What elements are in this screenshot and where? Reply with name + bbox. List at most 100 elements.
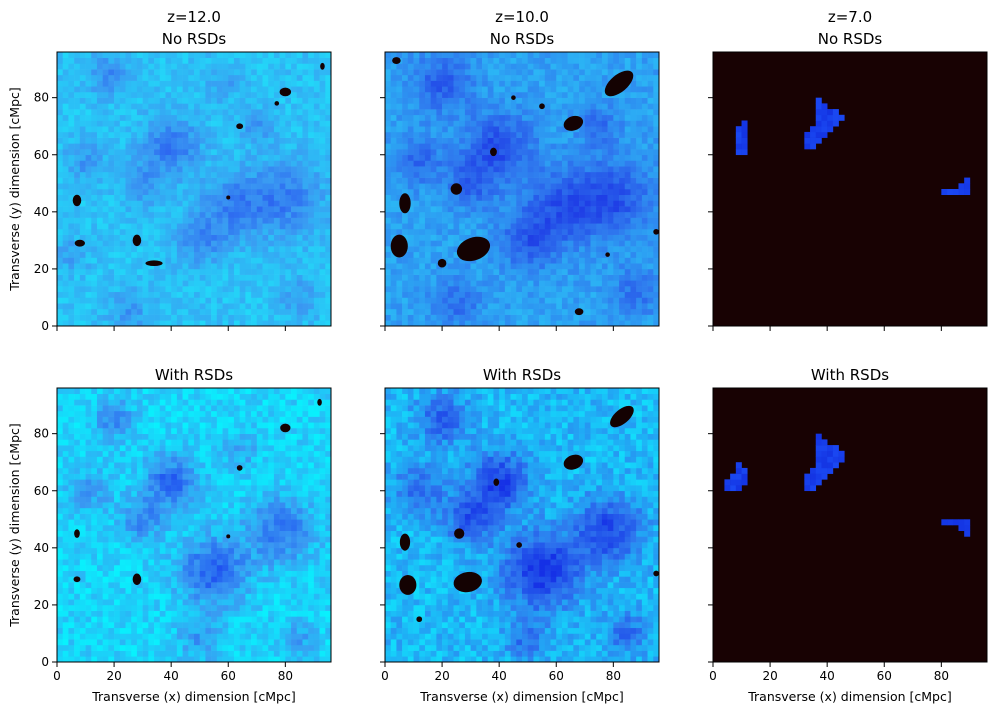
heatmap-cell — [291, 320, 298, 327]
heatmap-cell — [584, 103, 591, 110]
heatmap-cell — [590, 57, 597, 64]
heatmap-cell — [91, 52, 98, 59]
heatmap-cell — [216, 160, 223, 167]
heatmap-cell — [596, 211, 603, 218]
heatmap-cell — [91, 189, 98, 196]
heatmap-cell — [142, 291, 149, 298]
heatmap-cell — [647, 320, 654, 327]
heatmap-cell — [567, 308, 574, 315]
heatmap-cell — [464, 268, 471, 275]
heatmap-cell — [636, 177, 643, 184]
heatmap-cell — [504, 137, 511, 144]
heatmap-cell — [291, 223, 298, 230]
heatmap-cell — [125, 206, 132, 213]
heatmap-cell — [636, 297, 643, 304]
heatmap-cell — [211, 126, 218, 133]
heatmap-cell — [579, 240, 586, 247]
heatmap-cell — [647, 177, 654, 184]
heatmap-cell — [596, 63, 603, 70]
heatmap-cell — [211, 200, 218, 207]
heatmap-cell — [579, 143, 586, 150]
heatmap-cell — [91, 91, 98, 98]
heatmap-cell — [154, 291, 161, 298]
heatmap-cell — [96, 143, 103, 150]
heatmap-cell — [262, 171, 269, 178]
heatmap-cells — [385, 52, 660, 327]
heatmap-cell — [233, 217, 240, 224]
heatmap-cell — [470, 194, 477, 201]
heatmap-cell — [390, 189, 397, 196]
heatmap-cell — [516, 69, 523, 76]
heatmap-cell — [308, 246, 315, 253]
heatmap-cell — [79, 644, 86, 651]
heatmap-cell — [619, 171, 626, 178]
heatmap-cell — [419, 69, 426, 76]
heatmap-cell — [302, 166, 309, 173]
heatmap-cell — [430, 91, 437, 98]
heatmap-cell — [396, 131, 403, 138]
heatmap-cell — [262, 303, 269, 310]
heatmap-cell — [102, 633, 109, 640]
heatmap-cell — [216, 177, 223, 184]
heatmap-cell — [91, 240, 98, 247]
heatmap-cell — [291, 171, 298, 178]
heatmap-cell — [832, 114, 839, 121]
heatmap-cell — [285, 206, 292, 213]
heatmap-cell — [142, 217, 149, 224]
heatmap-cell — [165, 114, 172, 121]
heatmap-cell — [493, 137, 500, 144]
heatmap-cell — [567, 251, 574, 258]
heatmap-cell — [590, 52, 597, 59]
y-tick-label: 40 — [34, 205, 49, 219]
heatmap-cell — [302, 97, 309, 104]
heatmap-cell — [522, 194, 529, 201]
heatmap-cell — [584, 97, 591, 104]
heatmap-cell — [390, 280, 397, 287]
heatmap-cell — [245, 86, 252, 93]
heatmap-cell — [154, 257, 161, 264]
heatmap-cell — [182, 177, 189, 184]
heatmap-cell — [544, 80, 551, 87]
heatmap-cell — [211, 103, 218, 110]
heatmap-cell — [493, 63, 500, 70]
heatmap-cell — [419, 57, 426, 64]
heatmap-cell — [487, 246, 494, 253]
heatmap-cell — [308, 149, 315, 156]
heatmap-cell — [79, 297, 86, 304]
heatmap-cell — [79, 149, 86, 156]
heatmap-cell — [556, 177, 563, 184]
heatmap-cell — [302, 63, 309, 70]
heatmap-cell — [544, 268, 551, 275]
heatmap-cell — [539, 80, 546, 87]
heatmap-cell — [245, 263, 252, 270]
heatmap-cell — [74, 189, 81, 196]
heatmap-cell — [459, 154, 466, 161]
heatmap-cell — [590, 280, 597, 287]
heatmap-cell — [239, 314, 246, 321]
heatmap-cell — [527, 183, 534, 190]
heatmap-cell — [804, 131, 811, 138]
heatmap-cell — [165, 120, 172, 127]
heatmap-cell — [68, 308, 75, 315]
heatmap-cell — [596, 109, 603, 116]
heatmap-cell — [561, 143, 568, 150]
heatmap-cell — [308, 166, 315, 173]
heatmap-cell — [613, 69, 620, 76]
heatmap-cell — [154, 69, 161, 76]
ionized-hole — [320, 62, 325, 70]
heatmap-cell — [624, 189, 631, 196]
heatmap-cell — [211, 137, 218, 144]
heatmap-cell — [390, 291, 397, 298]
heatmap-cell — [464, 211, 471, 218]
heatmap-cell — [522, 189, 529, 196]
heatmap-cell — [154, 314, 161, 321]
heatmap-cell — [464, 223, 471, 230]
heatmap-cell — [527, 211, 534, 218]
heatmap-cell — [325, 103, 332, 110]
heatmap-cell — [636, 131, 643, 138]
heatmap-cell — [647, 274, 654, 281]
heatmap-cell — [108, 131, 115, 138]
heatmap-cell — [119, 656, 126, 663]
heatmap-cell — [62, 114, 69, 121]
heatmap-cell — [228, 149, 235, 156]
